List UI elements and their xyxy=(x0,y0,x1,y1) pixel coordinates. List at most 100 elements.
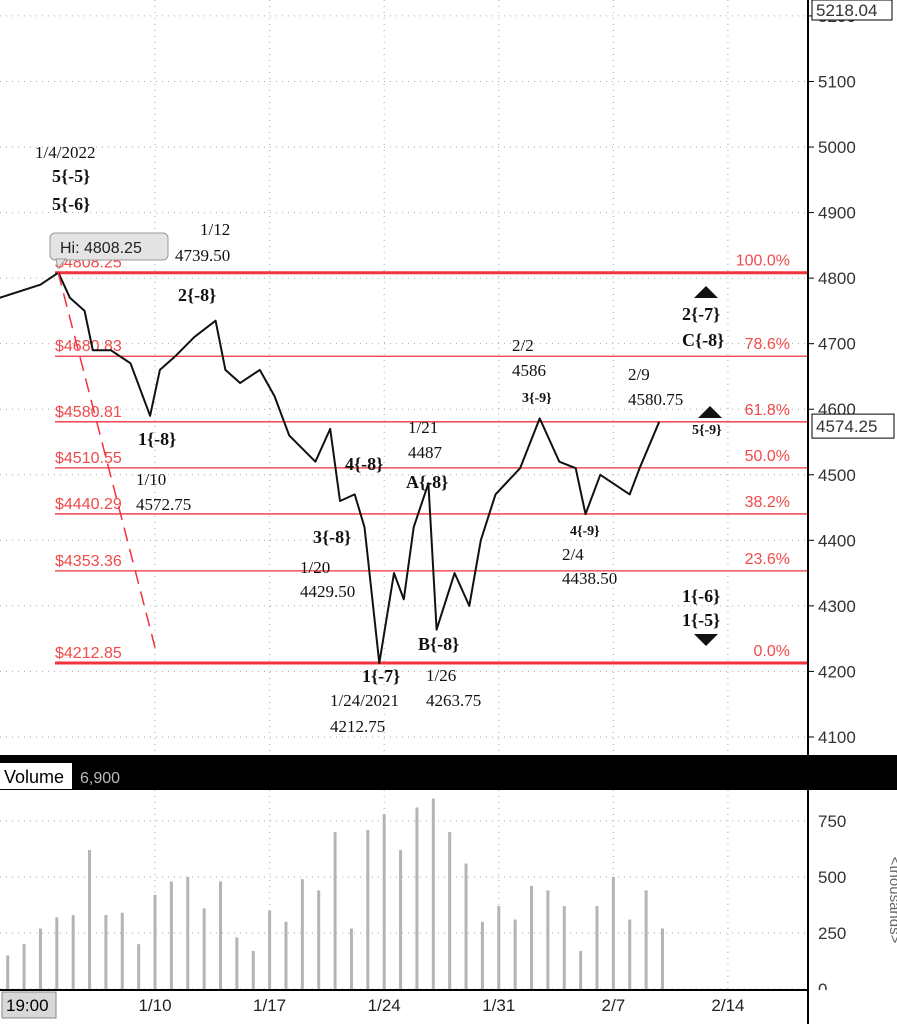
annotation: 2/9 xyxy=(628,365,650,384)
annotation: B{-8} xyxy=(418,634,459,654)
volume-tab xyxy=(0,763,72,789)
x-axis-band xyxy=(0,990,897,1024)
volume-bar xyxy=(464,863,468,989)
annotation: 1/12 xyxy=(200,220,230,239)
volume-bar xyxy=(38,928,42,989)
annotation: 5{-5} xyxy=(52,166,90,186)
fib-price-label: $4680.83 xyxy=(55,338,122,355)
fib-pct-label: 100.0% xyxy=(736,253,790,270)
volume-bar xyxy=(333,832,337,989)
volume-bar xyxy=(415,807,419,989)
volume-bar xyxy=(366,829,370,989)
annotation: 4{-8} xyxy=(345,454,383,474)
y-tick-label: 5000 xyxy=(818,138,856,157)
fib-pct-label: 61.8% xyxy=(745,402,790,419)
annotation: 1/21 xyxy=(408,418,438,437)
y-tick-label: 4500 xyxy=(818,466,856,485)
price-line xyxy=(0,271,661,665)
x-tick-label: 2/7 xyxy=(602,996,626,1015)
last-price-label: 4574.25 xyxy=(816,417,877,436)
annotation: 3{-8} xyxy=(313,527,351,547)
annotation: 4572.75 xyxy=(136,495,191,514)
x-tick-label: 2/14 xyxy=(711,996,744,1015)
volume-bar xyxy=(513,919,517,989)
annotation: 1/24/2021 xyxy=(330,691,399,710)
volume-bar xyxy=(480,921,484,989)
volume-value: 6,900 xyxy=(80,770,120,787)
last-price-box xyxy=(811,413,895,439)
annotation: 4580.75 xyxy=(628,390,683,409)
volume-bar xyxy=(530,885,534,989)
annotation: 2{-8} xyxy=(178,285,216,305)
fib-pct-label: 78.6% xyxy=(745,336,790,353)
volume-bar xyxy=(202,908,206,989)
y-tick-label: 5100 xyxy=(818,72,856,91)
fib-price-label: $4510.55 xyxy=(55,450,122,467)
volume-bar xyxy=(431,798,435,989)
fib-pct-label: 0.0% xyxy=(754,643,790,660)
annotation: 5{-6} xyxy=(52,194,90,214)
volume-bar xyxy=(153,894,157,989)
x-tick-label: 1/31 xyxy=(482,996,515,1015)
volume-bar xyxy=(595,906,599,989)
volume-bar xyxy=(218,881,222,989)
volume-bar xyxy=(104,915,108,989)
arrow-up xyxy=(698,406,722,418)
fib-price-label: $4440.29 xyxy=(55,496,122,513)
annotation: 4429.50 xyxy=(300,582,355,601)
volume-bar xyxy=(349,928,353,989)
volume-bar xyxy=(88,850,92,989)
volume-bar xyxy=(660,928,664,989)
volume-bar xyxy=(399,850,403,989)
y-tick-label: 4900 xyxy=(818,204,856,223)
fib-price-label: $4353.36 xyxy=(55,553,122,570)
volume-bar xyxy=(55,917,59,989)
axis-high-label: 5218.04 xyxy=(816,1,877,20)
annotation: 1/4/2022 xyxy=(35,143,95,162)
y-tick-label: 500 xyxy=(818,868,846,887)
y-tick-label: 250 xyxy=(818,924,846,943)
volume-bar xyxy=(382,814,386,989)
volume-bar xyxy=(628,919,632,989)
volume-bar xyxy=(186,876,190,989)
volume-bar xyxy=(169,881,173,989)
y-tick-label: 4800 xyxy=(818,269,856,288)
annotations: 1/4/2022 5{-5} 5{-6} 1/12 4739.50 2{-8} … xyxy=(35,143,724,736)
y-tick-label: 4300 xyxy=(818,597,856,616)
annotation: 4586 xyxy=(512,361,546,380)
volume-bar xyxy=(71,915,75,989)
annotation: 1/26 xyxy=(426,666,456,685)
annotation: 4438.50 xyxy=(562,569,617,588)
annotation: 4487 xyxy=(408,443,443,462)
volume-bar xyxy=(644,890,648,989)
y-tick-label: 4400 xyxy=(818,531,856,550)
annotation: C{-8} xyxy=(682,330,724,350)
volume-bar xyxy=(251,950,255,989)
y-tick-label: 750 xyxy=(818,812,846,831)
annotation: 4739.50 xyxy=(175,246,230,265)
fib-pct-label: 23.6% xyxy=(745,551,790,568)
y-tick-label: 4200 xyxy=(818,662,856,681)
fib-pct-label: 50.0% xyxy=(745,448,790,465)
volume-header xyxy=(0,755,897,790)
volume-bar xyxy=(317,890,321,989)
annotation: A{-8} xyxy=(406,472,448,492)
volume-bar xyxy=(611,876,615,989)
volume-bar xyxy=(284,921,288,989)
annotation: 5{-9} xyxy=(692,423,722,438)
volume-bar xyxy=(546,890,550,989)
annotation: 1{-6} xyxy=(682,586,720,606)
volume-bar xyxy=(6,955,10,989)
annotation: 2/4 xyxy=(562,545,584,564)
x-tick-label: 1/10 xyxy=(138,996,171,1015)
x-tick-label: 1/24 xyxy=(368,996,401,1015)
y-axis-label: <thousands> xyxy=(886,857,897,944)
annotation: 4212.75 xyxy=(330,717,385,736)
x-tick-label: 1/17 xyxy=(253,996,286,1015)
annotation: 1/20 xyxy=(300,558,330,577)
y-tick-label: 4100 xyxy=(818,728,856,747)
volume-bar xyxy=(579,950,583,989)
volume-bar xyxy=(562,906,566,989)
volume-bar xyxy=(300,879,304,989)
